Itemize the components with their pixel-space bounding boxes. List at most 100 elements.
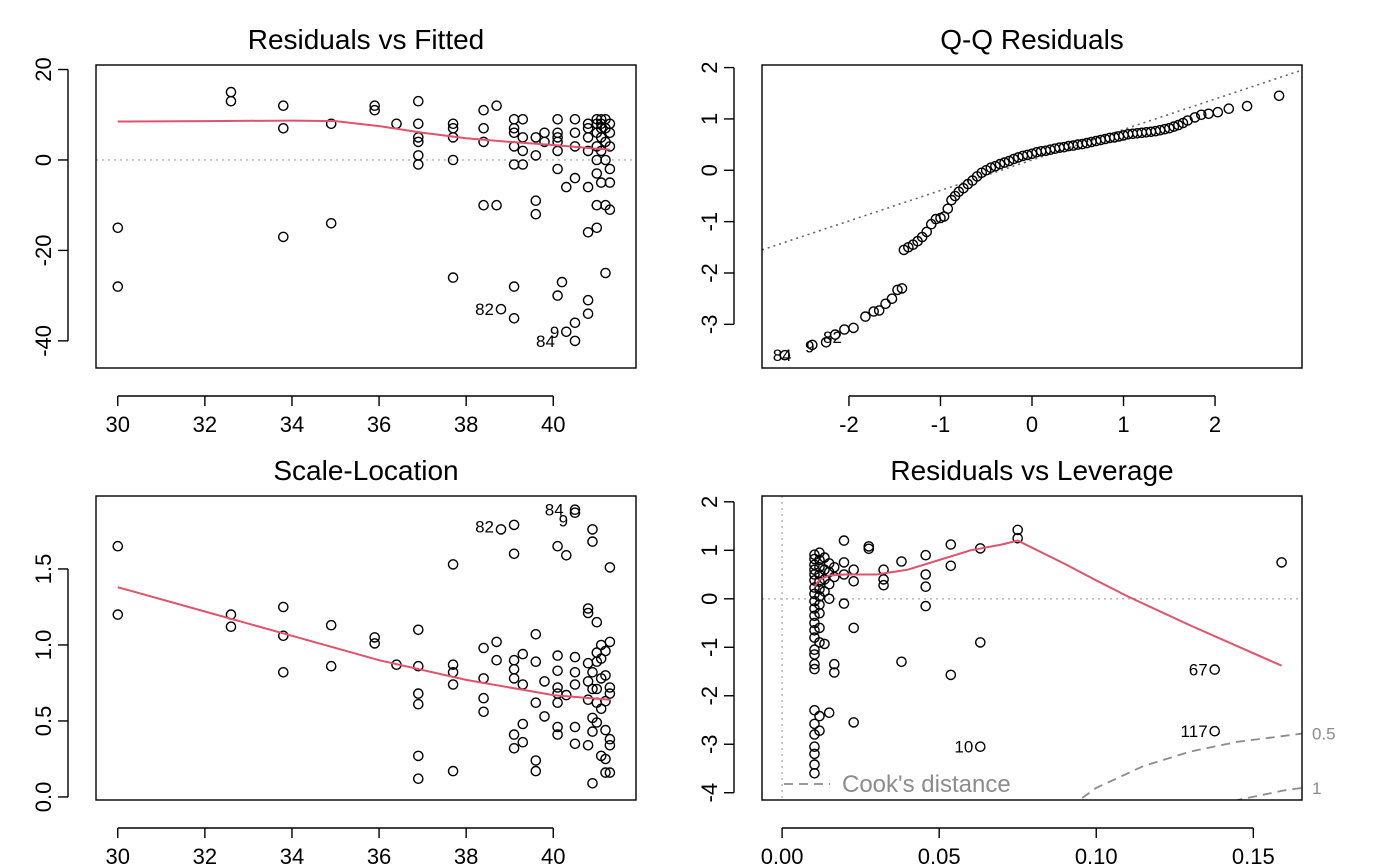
panel-qq-residuals: Q-Q Residuals -2 -1 0 1 2 2 1 0 -1 -2 -3 84 9 82 bbox=[697, 24, 1303, 437]
data-point bbox=[604, 562, 616, 573]
data-point bbox=[814, 562, 825, 573]
data-point bbox=[561, 550, 572, 561]
data-point bbox=[447, 272, 459, 283]
data-point bbox=[391, 118, 402, 130]
data-point bbox=[112, 540, 124, 552]
data-point bbox=[412, 150, 424, 161]
data-point bbox=[809, 610, 820, 622]
data-point bbox=[582, 308, 594, 320]
point-label: 84 bbox=[536, 332, 555, 351]
x-tick-label: 1 bbox=[1117, 412, 1129, 437]
data-point bbox=[569, 679, 581, 690]
data-point bbox=[508, 159, 520, 170]
data-point bbox=[1209, 725, 1220, 737]
data-point bbox=[508, 673, 520, 684]
legend-cooks-distance: Cook's distance bbox=[784, 771, 1011, 798]
data-point bbox=[325, 118, 337, 130]
y-tick-label: -1 bbox=[697, 212, 722, 232]
data-point bbox=[582, 603, 594, 614]
data-point bbox=[814, 622, 825, 634]
data-point bbox=[848, 622, 860, 634]
data-point bbox=[539, 127, 550, 139]
x-tick-label: 0.10 bbox=[1075, 844, 1118, 865]
smoother-line bbox=[117, 586, 610, 701]
data-point bbox=[569, 172, 581, 184]
data-point bbox=[921, 226, 933, 238]
x-tick-label: 0 bbox=[1026, 412, 1038, 437]
data-point bbox=[600, 724, 611, 736]
data-point bbox=[604, 163, 616, 175]
data-point bbox=[823, 593, 835, 605]
data-point bbox=[829, 571, 840, 583]
data-point bbox=[591, 616, 603, 628]
y-tick-label: 0.5 bbox=[31, 706, 56, 737]
data-point bbox=[829, 658, 840, 670]
data-point bbox=[569, 127, 581, 139]
data-point bbox=[552, 688, 563, 699]
data-point bbox=[508, 281, 520, 292]
data-point bbox=[447, 679, 459, 690]
data-point bbox=[920, 549, 932, 561]
plot-area bbox=[762, 496, 1302, 800]
point-label: 82 bbox=[475, 300, 494, 319]
data-point bbox=[561, 326, 572, 338]
data-point bbox=[412, 750, 424, 762]
data-point bbox=[530, 132, 542, 143]
data-point bbox=[277, 231, 289, 243]
data-point bbox=[112, 222, 124, 234]
smoother-line bbox=[813, 539, 1283, 667]
data-point bbox=[587, 667, 598, 678]
data-point bbox=[896, 656, 907, 668]
data-point bbox=[478, 642, 489, 654]
plot-area bbox=[96, 86, 636, 347]
data-point bbox=[412, 159, 424, 170]
data-point bbox=[838, 598, 850, 609]
data-point bbox=[447, 765, 459, 777]
data-point bbox=[985, 162, 997, 173]
data-point bbox=[809, 644, 820, 656]
y-tick-label: -2 bbox=[697, 686, 722, 706]
y-tick-label: 0 bbox=[697, 164, 722, 176]
cooks-contour-label: 0.5 bbox=[1312, 725, 1336, 744]
data-point bbox=[325, 619, 337, 631]
data-point bbox=[999, 157, 1010, 168]
data-point bbox=[920, 569, 932, 580]
data-point bbox=[1212, 106, 1224, 118]
data-point bbox=[561, 181, 572, 193]
data-point bbox=[412, 688, 424, 699]
point-label: 84 bbox=[545, 501, 564, 520]
data-point bbox=[517, 114, 529, 125]
data-point bbox=[809, 741, 820, 753]
smoother-line bbox=[117, 119, 610, 151]
x-tick-label: 34 bbox=[280, 844, 304, 865]
x-tick-label: 30 bbox=[106, 412, 130, 437]
data-point bbox=[814, 583, 825, 595]
panel-scale-location: Scale-Location 30 32 34 36 38 40 0.0 0.5 1.0 1.5 82… bbox=[31, 455, 637, 865]
plot-frame bbox=[761, 64, 1303, 369]
y-tick-label: 1.5 bbox=[31, 554, 56, 585]
data-point bbox=[587, 726, 598, 737]
data-point bbox=[478, 123, 489, 134]
data-point bbox=[975, 741, 986, 753]
data-point bbox=[809, 625, 820, 636]
data-point bbox=[552, 721, 563, 733]
data-point bbox=[530, 656, 542, 668]
data-point bbox=[582, 132, 594, 143]
data-point bbox=[582, 181, 594, 193]
point-label: 82 bbox=[475, 517, 494, 536]
data-point bbox=[112, 281, 124, 292]
y-tick-label: 2 bbox=[697, 61, 722, 73]
data-point bbox=[595, 145, 607, 157]
data-point bbox=[539, 676, 550, 687]
data-point bbox=[517, 132, 529, 143]
data-point bbox=[225, 95, 237, 107]
data-point bbox=[552, 729, 563, 740]
data-point bbox=[809, 718, 820, 730]
data-point bbox=[604, 767, 616, 778]
data-point bbox=[325, 217, 337, 229]
data-point bbox=[1012, 524, 1024, 536]
data-point bbox=[848, 576, 860, 587]
data-point bbox=[552, 290, 563, 301]
panel-residuals-vs-fitted: Residuals vs Fitted 30 32 34 36 38 40 20 0 -20 -40… bbox=[31, 24, 637, 437]
x-tick-label: 38 bbox=[454, 412, 478, 437]
